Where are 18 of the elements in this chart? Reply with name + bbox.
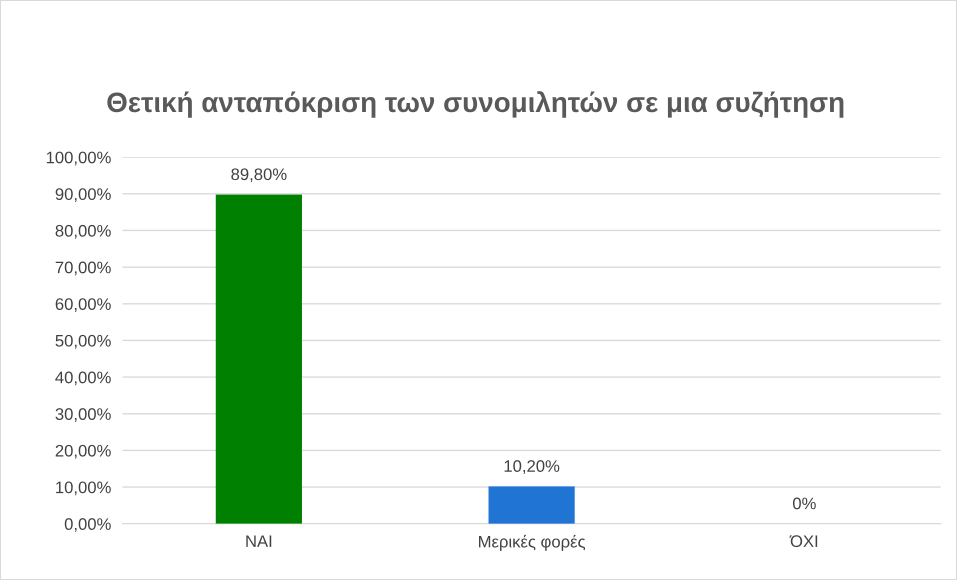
y-tick-label: 10,00% — [56, 481, 111, 496]
y-tick-label: 60,00% — [56, 298, 111, 312]
x-tick-label: Μερικές φορές — [479, 534, 586, 551]
y-tick-label: 50,00% — [56, 334, 111, 349]
y-tick-label: 100,00% — [46, 152, 111, 166]
y-tick-label: 0,00% — [64, 518, 111, 532]
chart-title: Θετική ανταπόκριση των συνομιλητών σε μια συζήτηση — [107, 91, 844, 118]
y-tick-label: 70,00% — [56, 262, 111, 276]
y-tick-label: 30,00% — [55, 408, 111, 422]
data-label: 89,80% — [231, 168, 287, 182]
y-tick-label: 90,00% — [56, 188, 111, 202]
data-label: 0% — [792, 498, 816, 510]
y-tick-label: 80,00% — [56, 224, 111, 239]
y-tick-label: 20,00% — [56, 444, 111, 459]
y-tick-label: 40,00% — [55, 372, 111, 386]
data-label: 10,20% — [504, 460, 560, 474]
x-tick-label: ΌΧΙ — [789, 535, 818, 548]
x-tick-label: ΝΑΙ — [246, 535, 272, 547]
